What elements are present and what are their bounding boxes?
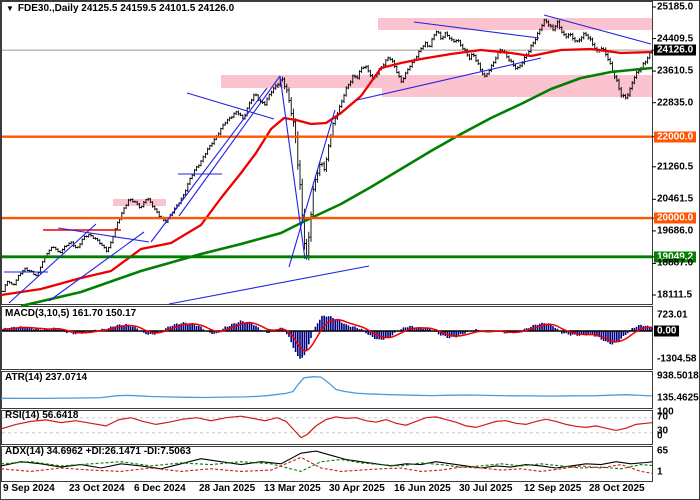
price-axis-label-24126.0[interactable]: 24126.0	[654, 44, 697, 56]
time-axis-label-4: 13 Mar 2025	[264, 483, 321, 494]
price-axis-label-19686.0: 19686.0	[657, 225, 694, 237]
trendline-10[interactable]	[356, 57, 542, 101]
supply-zone-3[interactable]	[378, 18, 652, 30]
macd-signal-line	[2, 319, 652, 352]
price-axis-label-25185.0: 25185.0	[657, 1, 694, 13]
trendline-7[interactable]	[186, 92, 275, 120]
price-axis-label-23610.5: 23610.5	[657, 65, 694, 77]
price-axis-label-24409.5: 24409.5	[657, 33, 694, 45]
price-axis-label-22835.0: 22835.0	[657, 97, 694, 109]
trendline-1[interactable]	[8, 223, 97, 304]
rsi-line	[1, 415, 653, 439]
rsi-label: RSI(14) 56.6418	[5, 410, 79, 421]
price-axis-label-18111.5: 18111.5	[657, 289, 693, 301]
rsi-axis-label-70: 70	[657, 411, 669, 423]
panel-frame-0	[1, 1, 653, 305]
time-axis-label-9: 28 Oct 2025	[589, 483, 645, 494]
adx-axis-label-1: 1	[657, 466, 663, 478]
trendline-6[interactable]	[178, 75, 281, 217]
time-axis-label-5: 30 Apr 2025	[329, 483, 385, 494]
time-axis-label-1: 23 Oct 2024	[69, 483, 125, 494]
macd-axis-label-0.00: 0.00	[654, 325, 680, 337]
time-axis-label-3: 28 Jan 2025	[199, 483, 256, 494]
trendline-5[interactable]	[150, 87, 268, 243]
trendline-2[interactable]	[48, 231, 145, 302]
trendline-13[interactable]	[168, 265, 370, 305]
time-axis-label-2: 6 Dec 2024	[134, 483, 186, 494]
chart-title-text: FDE30.,Daily 24125.5 24159.5 24101.5 241…	[17, 3, 235, 14]
price-axis-label-19049.2[interactable]: 19049.2	[654, 251, 697, 263]
atr-axis-label-135.4625: 135.4625	[657, 392, 699, 404]
trendline-9[interactable]	[288, 109, 336, 268]
macd-label: MACD(3,10,5) 161.70 150.17	[5, 308, 137, 319]
panel-frame-3	[1, 410, 653, 445]
price-axis-label-18887.0: 18887.0	[657, 257, 694, 269]
adx-label: ADX(14) 34.6962 +DI:26.1471 -DI:7.5063	[5, 446, 191, 457]
trendline-12[interactable]	[543, 14, 652, 45]
price-axis-label-21260.5: 21260.5	[657, 161, 694, 173]
rsi-axis-label-30: 30	[657, 425, 669, 437]
chart-title: ▼ FDE30.,Daily 24125.5 24159.5 24101.5 24…	[6, 3, 234, 14]
symbol-dropdown-icon[interactable]: ▼	[6, 4, 14, 13]
rsi-axis-label-100: 100	[657, 406, 674, 418]
ma-slow-line[interactable]	[20, 66, 653, 308]
supply-zone-0[interactable]	[113, 199, 166, 206]
adx-axis-label-65: 65	[657, 445, 669, 457]
panel-frame-2	[1, 371, 653, 409]
atr-line	[1, 376, 653, 400]
adx-minus-di-line	[1, 456, 653, 474]
trendline-11[interactable]	[413, 21, 540, 39]
macd-axis-label-723.01: 723.01	[657, 309, 688, 321]
price-axis-label-20461.5: 20461.5	[657, 193, 694, 205]
supply-zone-1[interactable]	[221, 75, 382, 88]
panel-frame-1	[1, 306, 653, 370]
time-axis-label-6: 16 Jun 2025	[394, 483, 451, 494]
rsi-axis-label-0: 0	[657, 430, 663, 442]
atr-axis-label-938.5018: 938.5018	[657, 370, 699, 382]
price-axis-label-22000.0[interactable]: 22000.0	[654, 131, 697, 143]
price-bars	[1, 18, 654, 293]
adx-line	[1, 450, 653, 470]
macd-axis-label--1304.58: -1304.58	[657, 353, 697, 365]
time-axis-label-7: 30 Jul 2025	[459, 483, 513, 494]
atr-label: ATR(14) 237.0714	[5, 372, 88, 383]
ma-fast-line[interactable]	[1, 47, 653, 297]
price-axis-label-20000.0[interactable]: 20000.0	[654, 212, 697, 224]
supply-zone-2[interactable]	[382, 75, 652, 97]
trendline-3[interactable]	[57, 227, 150, 243]
time-axis-label-0: 9 Sep 2024	[3, 483, 55, 494]
time-axis-label-8: 12 Sep 2025	[524, 483, 582, 494]
adx-plus-di-line	[1, 458, 653, 472]
